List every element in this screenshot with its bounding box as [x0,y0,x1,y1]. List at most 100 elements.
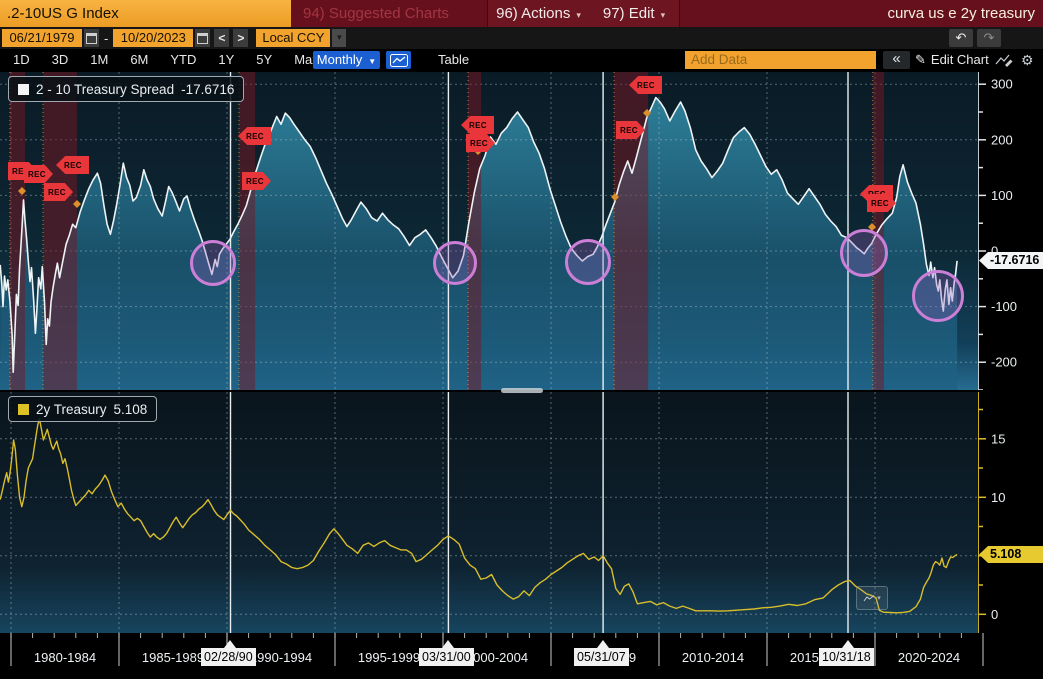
range-6m[interactable]: 6M [130,52,149,67]
chart-type-button[interactable] [386,51,411,69]
x-axis-period-label: 1980-1984 [33,650,97,665]
svg-text:0: 0 [991,607,998,622]
next-period-button[interactable]: > [233,29,249,47]
chevron-down-icon: ▾ [576,10,581,20]
chevron-down-icon: ▾ [877,595,881,602]
range-ytd[interactable]: YTD [170,52,197,67]
settings-gear-button[interactable]: ⚙ [1021,52,1034,68]
yield-line-chart [0,392,978,633]
date-separator: - [104,30,109,46]
recession-badge: REC [616,121,645,139]
suggested-charts-menu[interactable]: 94) Suggested Charts [303,5,449,22]
recession-badge: REC [44,183,73,201]
x-axis-period-label: 1990-1994 [249,650,313,665]
start-date-input[interactable]: 06/21/1979 [2,29,82,47]
x-axis-period-label: 1985-1989 [141,650,205,665]
undo-redo-group: ↶ ↷ [949,29,1001,47]
command-search-text[interactable]: curva us e 2y treasury [887,5,1035,22]
x-axis-period-label: 2010-2014 [681,650,745,665]
range-3d[interactable]: 3D [51,52,69,67]
recession-badge: REC [629,76,662,94]
yield-chart-pane[interactable] [0,392,978,633]
period-select[interactable]: Monthly ▼ [313,51,380,69]
series-swatch-yellow [18,403,29,415]
inversion-highlight-circle [912,270,964,322]
range-buttons: 1D 3D 1M 6M YTD 1Y 5Y Max [2,49,330,71]
recession-badge: REC [238,127,271,145]
redo-button[interactable]: ↷ [977,29,1001,47]
svg-text:-100: -100 [991,299,1017,314]
svg-text:300: 300 [991,77,1013,92]
calendar-button[interactable] [195,29,211,47]
svg-text:-200: -200 [991,355,1017,370]
edit-chart-button[interactable]: ✎ Edit Chart [915,49,989,71]
edit-chart-label: Edit Chart [930,52,989,67]
table-button[interactable]: Table [438,52,470,67]
event-date-tag: 02/28/90 [201,648,256,666]
event-marker-triangle [597,640,609,648]
pencil-icon: ✎ [915,52,926,67]
range-max[interactable]: Max [294,52,319,67]
end-date-input[interactable]: 10/20/2023 [113,29,194,47]
mini-chart-icon [863,594,875,601]
ticker-field[interactable]: .2-10US G Index [0,0,291,27]
event-date-tag: 05/31/07 [574,648,629,666]
range-1m[interactable]: 1M [90,52,109,67]
last-value-tag-yield: 5.108 [979,546,1043,563]
x-axis-period-label: 1995-1999 [357,650,421,665]
event-marker-triangle [842,640,854,648]
period-label: Monthly [316,52,363,67]
pane-resize-handle[interactable] [501,388,543,393]
legend-spread[interactable]: 2 - 10 Treasury Spread -17.6716 [8,76,245,102]
add-data-input[interactable]: Add Data [685,51,876,69]
last-value-tag-spread: -17.6716 [979,252,1043,269]
undo-button[interactable]: ↶ [949,29,973,47]
x-axis-period-label: 2000-2004 [465,650,529,665]
svg-text:0: 0 [991,244,998,259]
actions-label: 96) Actions [496,5,571,22]
line-chart-icon [389,53,408,67]
spread-area-chart [0,72,978,390]
calendar-button[interactable] [84,29,99,47]
chart-pencil-icon [995,54,1013,67]
edit-menu[interactable]: 97) Edit ▾ [589,0,680,27]
currency-select[interactable]: Local CCY [256,29,331,47]
svg-text:100: 100 [991,188,1013,203]
chevron-down-icon: ▼ [368,57,377,66]
chevron-down-icon: ▼ [335,33,344,42]
range-5y[interactable]: 5Y [256,52,273,67]
yield-y-axis: 0 10 15 [978,392,1043,633]
recession-badge: REC [24,165,53,183]
chart-region: -200 -100 0 100 200 300 0 10 15 1980-1984 1985-1… [0,71,1043,679]
calendar-icon [197,32,209,44]
title-bar: .2-10US G Index 94) Suggested Charts 96)… [0,0,1043,27]
svg-text:200: 200 [991,132,1013,147]
range-1y[interactable]: 1Y [218,52,235,67]
actions-menu[interactable]: 96) Actions ▾ [487,0,590,27]
annotate-button[interactable] [995,53,1014,72]
mini-chart-widget[interactable]: ▾ [856,586,888,610]
prev-period-button[interactable]: < [214,29,230,47]
x-axis-period-label: 2020-2024 [897,650,961,665]
svg-text:15: 15 [991,431,1005,446]
spread-chart-pane[interactable] [0,72,978,390]
recession-badge: REC [242,172,271,190]
event-date-tag: 03/31/00 [419,648,474,666]
date-toolbar: 06/21/1979 - 10/20/2023 < > Local CCY ▼ … [0,27,1043,49]
series-label: 2 - 10 Treasury Spread [36,81,175,97]
recession-badge: REC [466,134,495,152]
series-value: 5.108 [113,401,148,417]
currency-dropdown-button[interactable]: ▼ [332,29,347,47]
collapse-panel-button[interactable]: « [883,51,910,69]
series-swatch-white [18,83,29,95]
event-marker-triangle [442,640,454,648]
legend-yield[interactable]: 2y Treasury 5.108 [8,396,158,422]
svg-text:10: 10 [991,490,1005,505]
chevron-down-icon: ▾ [660,10,666,20]
chart-toolbar: 1D 3D 1M 6M YTD 1Y 5Y Max Monthly ▼ Table Add Da… [0,49,1043,71]
range-1d[interactable]: 1D [13,52,30,67]
series-value: -17.6716 [181,81,235,97]
inversion-highlight-circle [190,240,236,286]
recession-badge: REC [56,156,89,174]
